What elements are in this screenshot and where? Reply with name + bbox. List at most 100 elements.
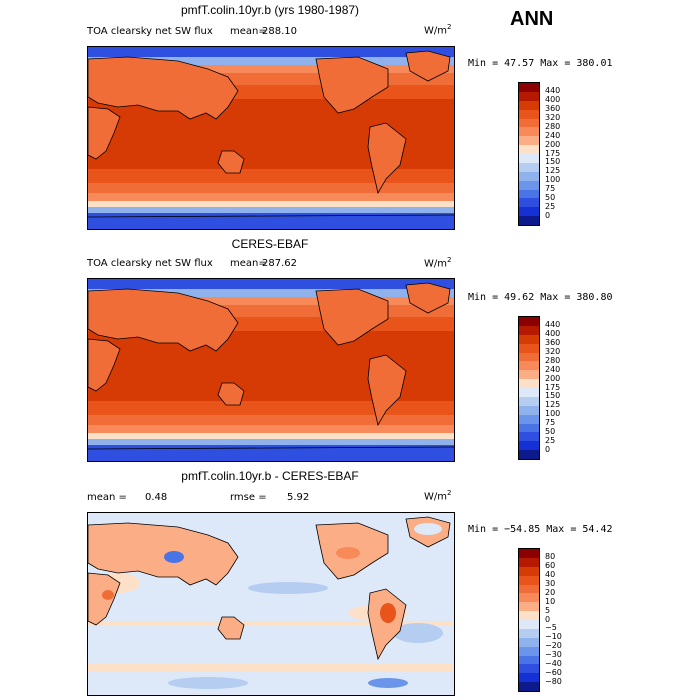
colorbar-labels: 80 60 40 30 20 10 5 0 −5 −10 −20 −30 −40 −60 −80 xyxy=(545,548,585,690)
land-anomalies xyxy=(102,523,442,623)
colorbar-swatch xyxy=(519,317,539,326)
colorbar-tick-label: 400 xyxy=(545,329,561,339)
colorbar-swatch xyxy=(519,145,539,154)
colorbar-swatch xyxy=(519,432,539,442)
colorbar-tick-label: 280 xyxy=(545,121,561,131)
season-label: ANN xyxy=(510,8,554,30)
mean-label: mean= xyxy=(230,26,267,37)
colorbar-tick-label: 175 xyxy=(545,148,561,158)
colorbar-tick-label: 360 xyxy=(545,104,561,114)
colorbar-tick-label: 75 xyxy=(545,184,556,193)
land xyxy=(88,50,451,195)
colorbar-swatch xyxy=(519,388,539,397)
panel-title: pmfT.colin.10yr.b - CERES-EBAF xyxy=(181,469,359,483)
colorbar-tick-label: 125 xyxy=(545,400,561,410)
colorbar-swatch xyxy=(519,549,539,558)
colorbar-tick-label: 0 xyxy=(545,444,551,454)
colorbar-tick-label: 100 xyxy=(545,409,561,419)
panel-title: pmfT.colin.10yr.b (yrs 1980-1987) xyxy=(180,3,360,17)
colorbar-swatch xyxy=(519,379,539,388)
colorbar-tick-label: 0 xyxy=(545,210,551,220)
colorbar-swatch xyxy=(519,361,539,371)
colorbar-swatch xyxy=(519,441,539,451)
colorbar-swatch xyxy=(519,180,539,190)
colorbar-tick-label: 280 xyxy=(545,355,561,365)
colorbar-swatch xyxy=(519,91,539,101)
colorbar-tick-label: 240 xyxy=(545,364,561,374)
bands xyxy=(88,47,454,229)
colorbar-tick-label: 25 xyxy=(545,435,556,445)
colorbar-swatch xyxy=(519,100,539,110)
colorbar-swatch xyxy=(519,405,539,415)
mean-label: mean= xyxy=(230,258,267,269)
map-diff xyxy=(87,512,455,696)
colorbar xyxy=(518,316,540,460)
colorbar-swatch xyxy=(519,370,539,380)
colorbar-tick-label: −80 xyxy=(545,676,562,686)
colorbar-tick-label: 320 xyxy=(545,347,561,356)
colorbar-tick-label: 320 xyxy=(545,113,561,122)
colorbar-swatch xyxy=(519,207,539,217)
mean-value: 0.48 xyxy=(145,492,168,503)
units-label: W/m2 xyxy=(424,23,452,37)
colorbar-tick-label: 0 xyxy=(545,614,551,624)
colorbar-swatch xyxy=(519,127,539,137)
colorbar-tick-label: 30 xyxy=(545,579,556,588)
colorbar-tick-label: 360 xyxy=(545,338,561,348)
colorbar-swatch xyxy=(519,396,539,406)
colorbar-tick-label: 150 xyxy=(545,391,561,401)
colorbar-tick-label: 200 xyxy=(545,373,561,383)
colorbar-swatch xyxy=(519,602,539,612)
land xyxy=(88,516,451,661)
minmax-label: Min = 47.57 Max = 380.01 xyxy=(468,58,613,69)
panel-title: CERES-EBAF xyxy=(231,237,309,251)
colorbar-tick-label: 400 xyxy=(545,95,561,105)
colorbar-swatch xyxy=(519,189,539,199)
colorbar-tick-label: 5 xyxy=(545,605,551,615)
colorbar-tick-label: −10 xyxy=(545,632,562,642)
colorbar-swatch xyxy=(519,118,539,128)
minmax-label: Min = 49.62 Max = 380.80 xyxy=(468,292,613,303)
colorbar-swatch xyxy=(519,682,539,691)
minmax-label: Min = −54.85 Max = 54.42 xyxy=(468,524,613,535)
colorbar-swatch xyxy=(519,325,539,335)
mean-value: 287.62 xyxy=(262,258,297,269)
colorbar-tick-label: 440 xyxy=(545,86,561,96)
colorbar-tick-label: 440 xyxy=(545,320,561,330)
colorbar-swatch xyxy=(519,620,539,629)
map-model xyxy=(87,46,455,230)
units-label: W/m2 xyxy=(424,489,452,503)
colorbar-swatch xyxy=(519,628,539,638)
colorbar-tick-label: 60 xyxy=(545,561,556,571)
land xyxy=(88,282,451,427)
colorbar-swatch xyxy=(519,664,539,674)
variable-label: TOA clearsky net SW flux xyxy=(87,26,213,37)
rmse-value: 5.92 xyxy=(287,492,310,503)
colorbar-swatch xyxy=(519,109,539,119)
colorbar-swatch xyxy=(519,216,539,225)
colorbar-tick-label: −5 xyxy=(545,623,557,633)
colorbar-swatch xyxy=(519,198,539,208)
colorbar-tick-label: 40 xyxy=(545,570,556,580)
colorbar-swatch xyxy=(519,334,539,344)
map-obs-field xyxy=(88,279,454,461)
colorbar-swatch xyxy=(519,584,539,594)
colorbar-tick-label: −30 xyxy=(545,650,562,659)
colorbar-tick-label: 20 xyxy=(545,587,556,597)
variable-label: TOA clearsky net SW flux xyxy=(87,258,213,269)
colorbar-labels: 440 400 360 320 280 240 200 175 150 125 100 75 50 25 0 xyxy=(545,316,585,458)
colorbar-tick-label: 25 xyxy=(545,201,556,211)
colorbar-swatch xyxy=(519,171,539,181)
colorbar-tick-label: 10 xyxy=(545,596,556,606)
colorbar-tick-label: 50 xyxy=(545,192,556,202)
colorbar-swatch xyxy=(519,162,539,172)
colorbar-tick-label: 200 xyxy=(545,139,561,149)
colorbar-swatch xyxy=(519,83,539,92)
colorbar-swatch xyxy=(519,593,539,603)
colorbar-swatch xyxy=(519,611,539,620)
mean-value: 288.10 xyxy=(262,26,297,37)
units-label: W/m2 xyxy=(424,256,452,270)
colorbar-tick-label: 100 xyxy=(545,175,561,185)
colorbar-swatch xyxy=(519,673,539,683)
colorbar-tick-label: −40 xyxy=(545,658,562,668)
